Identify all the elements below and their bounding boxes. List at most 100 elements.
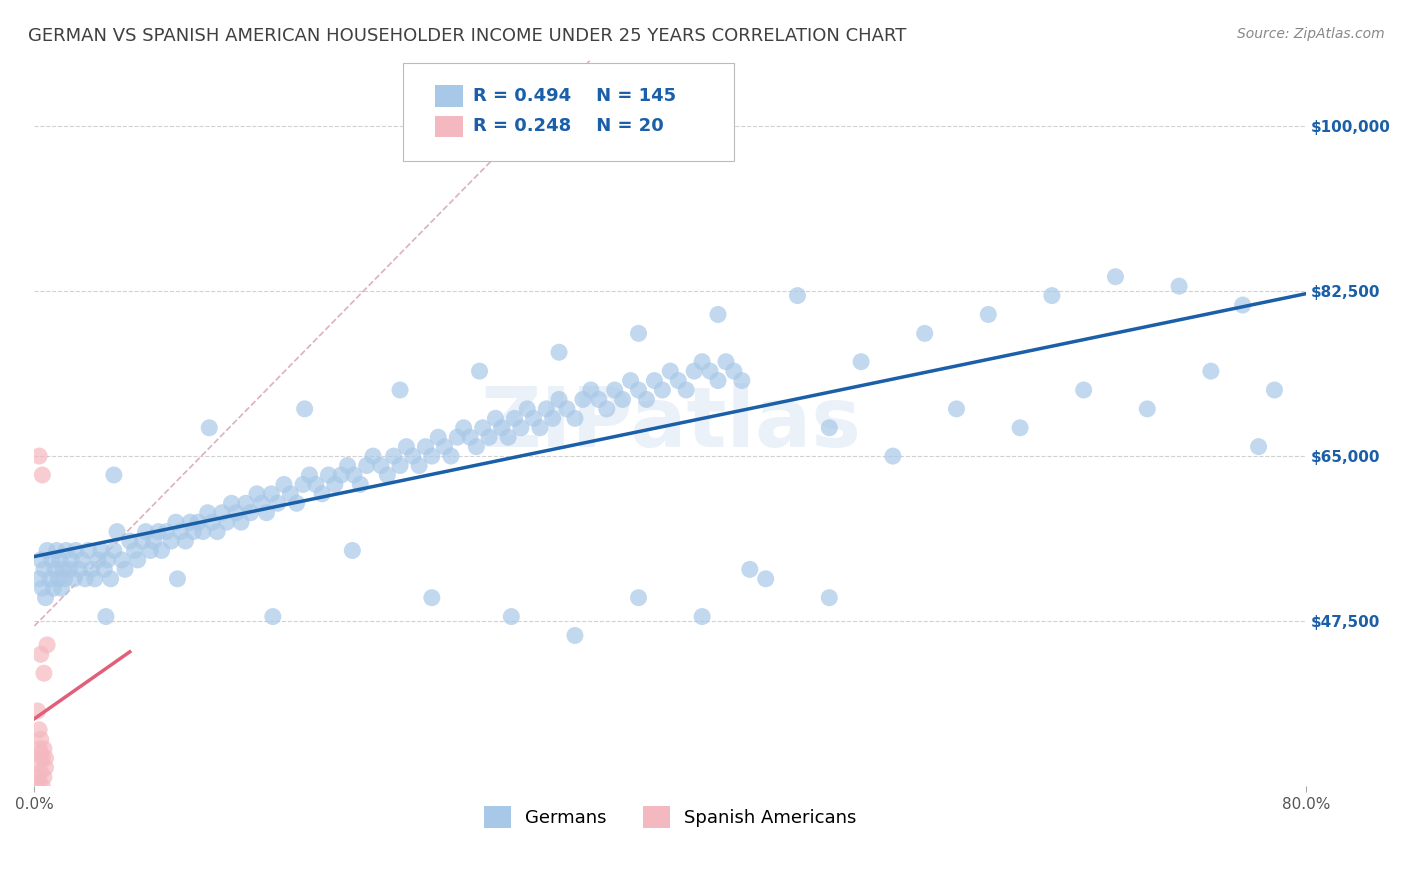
Point <box>49 553 72 567</box>
Legend: Germans, Spanish Americans: Germans, Spanish Americans <box>477 799 865 836</box>
Point <box>148 524 170 539</box>
Point <box>501 609 523 624</box>
Point <box>818 421 841 435</box>
Point <box>636 392 658 407</box>
Point <box>197 506 219 520</box>
Point <box>30 553 52 567</box>
Point <box>127 553 149 567</box>
Point <box>382 449 405 463</box>
Point <box>266 496 288 510</box>
Point <box>166 572 188 586</box>
Point <box>659 364 682 378</box>
Point <box>1040 288 1063 302</box>
Point <box>183 524 205 539</box>
Point <box>596 401 619 416</box>
Point <box>124 543 146 558</box>
Point <box>342 543 364 558</box>
Point <box>28 449 51 463</box>
Point <box>914 326 936 341</box>
Point <box>34 591 56 605</box>
Point <box>58 562 80 576</box>
Point <box>34 761 56 775</box>
Point <box>402 449 425 463</box>
Point <box>34 751 56 765</box>
Point <box>221 496 243 510</box>
Point <box>135 524 157 539</box>
FancyBboxPatch shape <box>434 85 463 107</box>
Point <box>77 543 100 558</box>
Point <box>229 515 252 529</box>
Point <box>690 609 713 624</box>
Point <box>30 648 52 662</box>
Point <box>93 562 115 576</box>
Point <box>239 506 262 520</box>
Point <box>46 572 69 586</box>
Point <box>285 496 308 510</box>
Point <box>1010 421 1032 435</box>
Point <box>427 430 450 444</box>
Point <box>27 704 49 718</box>
Point <box>643 374 665 388</box>
Point <box>311 487 333 501</box>
Point <box>28 774 51 789</box>
Point <box>103 467 125 482</box>
Point <box>818 591 841 605</box>
Point <box>32 770 55 784</box>
Point <box>564 628 586 642</box>
Point <box>977 308 1000 322</box>
Point <box>612 392 634 407</box>
Point <box>80 562 103 576</box>
Point <box>32 666 55 681</box>
Point <box>27 770 49 784</box>
Point <box>478 430 501 444</box>
Point <box>160 534 183 549</box>
Point <box>30 732 52 747</box>
Point <box>465 440 488 454</box>
Point <box>666 374 689 388</box>
Point <box>468 364 491 378</box>
Point <box>1232 298 1254 312</box>
Point <box>67 562 90 576</box>
Point <box>603 383 626 397</box>
Point <box>174 534 197 549</box>
Point <box>375 467 398 482</box>
Point <box>453 421 475 435</box>
Point <box>1136 401 1159 416</box>
Point <box>516 401 538 416</box>
Point <box>94 609 117 624</box>
Point <box>627 383 650 397</box>
Point <box>356 458 378 473</box>
Point <box>619 374 641 388</box>
Point <box>420 449 443 463</box>
Point <box>330 467 353 482</box>
Point <box>201 515 224 529</box>
Point <box>370 458 392 473</box>
Point <box>298 467 321 482</box>
Point <box>714 354 737 368</box>
Point <box>484 411 506 425</box>
Point <box>627 591 650 605</box>
Point <box>42 581 65 595</box>
Point <box>446 430 468 444</box>
Point <box>96 553 118 567</box>
FancyBboxPatch shape <box>434 116 463 137</box>
Point <box>198 421 221 435</box>
Point <box>105 524 128 539</box>
Point <box>683 364 706 378</box>
Point <box>471 421 494 435</box>
Point <box>415 440 437 454</box>
Point <box>458 430 481 444</box>
Point <box>32 741 55 756</box>
Point <box>579 383 602 397</box>
Point <box>318 467 340 482</box>
Point <box>294 401 316 416</box>
Point <box>849 354 872 368</box>
Point <box>323 477 346 491</box>
Point <box>755 572 778 586</box>
Point <box>131 534 153 549</box>
Point <box>336 458 359 473</box>
Point <box>142 534 165 549</box>
Point <box>627 326 650 341</box>
Point <box>738 562 761 576</box>
Point <box>27 756 49 770</box>
